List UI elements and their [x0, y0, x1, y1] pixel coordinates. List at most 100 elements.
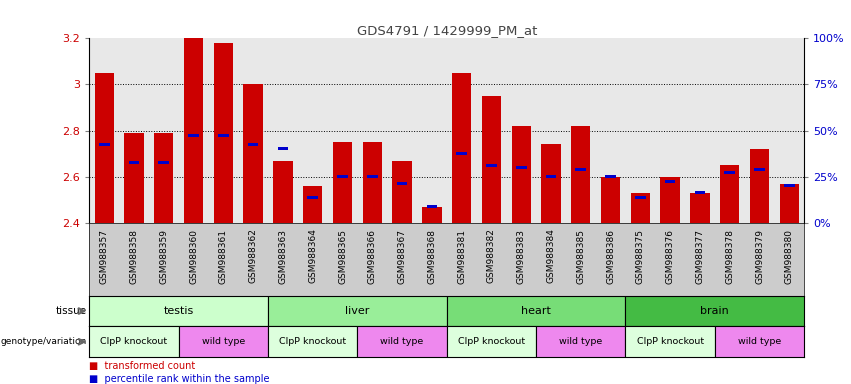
Bar	[179, 326, 268, 357]
Bar	[482, 96, 501, 223]
Text: heart: heart	[521, 306, 551, 316]
Bar	[601, 177, 620, 223]
Bar	[447, 296, 625, 326]
Text: ClpP knockout: ClpP knockout	[458, 337, 525, 346]
Text: wild type: wild type	[380, 337, 424, 346]
Text: GSM988379: GSM988379	[755, 228, 764, 283]
Text: GSM988376: GSM988376	[665, 228, 675, 283]
Bar	[218, 134, 229, 137]
Text: GSM988380: GSM988380	[785, 228, 794, 283]
Bar	[631, 193, 650, 223]
Bar	[397, 182, 408, 185]
Bar	[456, 152, 467, 155]
Text: wild type: wild type	[202, 337, 245, 346]
Text: wild type: wild type	[559, 337, 603, 346]
Bar	[511, 126, 531, 223]
Bar	[188, 134, 199, 137]
Bar	[541, 144, 561, 223]
Text: GSM988385: GSM988385	[576, 228, 585, 283]
Bar	[635, 196, 646, 199]
Text: ■  percentile rank within the sample: ■ percentile rank within the sample	[89, 374, 270, 384]
Bar	[665, 180, 676, 183]
Text: GSM988363: GSM988363	[278, 228, 288, 283]
Bar	[333, 142, 352, 223]
Text: GSM988365: GSM988365	[338, 228, 347, 283]
Bar	[422, 207, 442, 223]
Bar	[129, 161, 140, 164]
Text: GSM988386: GSM988386	[606, 228, 615, 283]
Bar	[363, 142, 382, 223]
Bar	[516, 166, 527, 169]
Text: GSM988359: GSM988359	[159, 228, 168, 283]
Text: GSM988384: GSM988384	[546, 228, 556, 283]
Bar	[303, 186, 323, 223]
Bar	[452, 73, 471, 223]
Text: GSM988381: GSM988381	[457, 228, 466, 283]
Bar	[99, 143, 110, 146]
Text: ClpP knockout: ClpP knockout	[100, 337, 168, 346]
Bar	[750, 149, 769, 223]
Bar	[124, 133, 144, 223]
Bar	[694, 191, 705, 194]
Text: GSM988383: GSM988383	[517, 228, 526, 283]
Bar	[625, 326, 715, 357]
Bar	[720, 165, 740, 223]
Text: GSM988382: GSM988382	[487, 228, 496, 283]
Text: ClpP knockout: ClpP knockout	[637, 337, 704, 346]
Text: GSM988364: GSM988364	[308, 228, 317, 283]
Bar	[784, 184, 795, 187]
Bar	[367, 175, 378, 178]
Bar	[754, 168, 765, 171]
Bar	[780, 184, 799, 223]
Text: GSM988366: GSM988366	[368, 228, 377, 283]
Bar	[486, 164, 497, 167]
Text: ■  transformed count: ■ transformed count	[89, 361, 196, 371]
Text: brain: brain	[700, 306, 729, 316]
Text: GSM988378: GSM988378	[725, 228, 734, 283]
Text: GSM988367: GSM988367	[397, 228, 407, 283]
Text: GSM988361: GSM988361	[219, 228, 228, 283]
Bar	[214, 43, 233, 223]
Bar	[277, 147, 288, 151]
Text: GSM988375: GSM988375	[636, 228, 645, 283]
Bar	[89, 326, 179, 357]
Bar	[154, 133, 174, 223]
Text: genotype/variation: genotype/variation	[0, 337, 87, 346]
Text: GSM988368: GSM988368	[427, 228, 437, 283]
Bar	[571, 126, 591, 223]
Bar	[94, 73, 114, 223]
Bar	[575, 168, 586, 171]
Bar	[426, 205, 437, 208]
Bar	[625, 296, 804, 326]
Bar	[158, 161, 169, 164]
Bar	[715, 326, 804, 357]
Text: GSM988358: GSM988358	[129, 228, 139, 283]
Title: GDS4791 / 1429999_PM_at: GDS4791 / 1429999_PM_at	[357, 24, 537, 37]
Bar	[545, 175, 557, 178]
Bar	[243, 84, 263, 223]
Bar	[248, 143, 259, 146]
Bar	[660, 177, 680, 223]
Bar	[392, 161, 412, 223]
Text: GSM988360: GSM988360	[189, 228, 198, 283]
Bar	[268, 326, 357, 357]
Bar	[724, 170, 735, 174]
Bar	[268, 296, 447, 326]
Text: GSM988362: GSM988362	[248, 228, 258, 283]
Bar	[690, 193, 710, 223]
Bar	[536, 326, 625, 357]
Bar	[357, 326, 447, 357]
Bar	[307, 196, 318, 199]
Text: liver: liver	[346, 306, 369, 316]
Text: testis: testis	[163, 306, 194, 316]
Bar	[605, 175, 616, 178]
Text: wild type: wild type	[738, 337, 781, 346]
Bar	[337, 175, 348, 178]
Text: tissue: tissue	[55, 306, 87, 316]
Bar	[273, 161, 293, 223]
Text: ClpP knockout: ClpP knockout	[279, 337, 346, 346]
Bar	[89, 296, 268, 326]
Bar	[184, 38, 203, 223]
Bar	[447, 326, 536, 357]
Text: GSM988377: GSM988377	[695, 228, 705, 283]
